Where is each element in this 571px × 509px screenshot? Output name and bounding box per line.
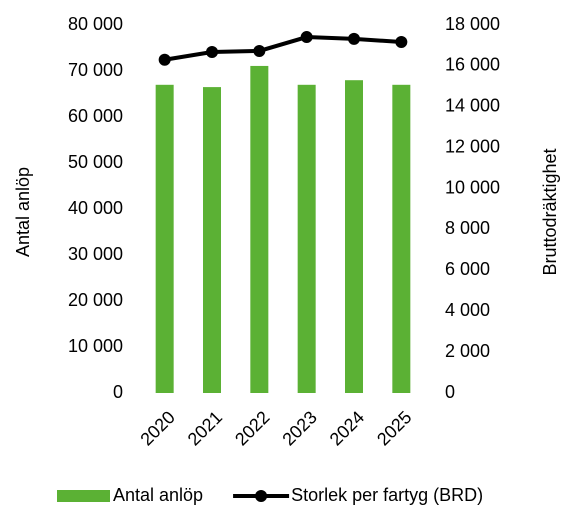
- line-marker: [395, 35, 408, 48]
- y-tick-label: 50 000: [68, 152, 123, 172]
- x-tick-label: 2024: [326, 407, 368, 449]
- y2-tick-label: 12 000: [445, 136, 500, 156]
- line-marker: [253, 44, 266, 57]
- y-tick-label: 80 000: [68, 14, 123, 34]
- x-tick-label: 2025: [373, 407, 415, 449]
- legend-label: Antal anlöp: [113, 485, 203, 505]
- y-tick-label: 30 000: [68, 244, 123, 264]
- x-tick-label: 2023: [278, 407, 320, 449]
- y-tick-label: 70 000: [68, 60, 123, 80]
- y-tick-label: 10 000: [68, 336, 123, 356]
- y2-axis-label: Bruttodräktighet: [540, 148, 560, 275]
- y-tick-label: 60 000: [68, 106, 123, 126]
- line-marker: [300, 31, 313, 44]
- bar: [297, 84, 316, 394]
- bar: [203, 87, 221, 393]
- y2-tick-label: 10 000: [445, 177, 500, 197]
- y-tick-label: 0: [113, 382, 123, 402]
- x-tick-label: 2021: [184, 407, 226, 449]
- y2-tick-label: 0: [445, 382, 455, 402]
- y2-tick-label: 18 000: [445, 14, 500, 34]
- x-tick-label: 2020: [136, 407, 178, 449]
- y2-tick-label: 14 000: [445, 96, 500, 116]
- bar: [155, 84, 174, 394]
- y2-tick-label: 2 000: [445, 341, 490, 361]
- y-tick-label: 40 000: [68, 198, 123, 218]
- line-marker: [158, 53, 171, 66]
- bar: [392, 84, 411, 394]
- y2-tick-label: 16 000: [445, 55, 500, 75]
- legend-swatch: [255, 490, 268, 502]
- line: [164, 35, 402, 62]
- y2-tick-label: 6 000: [445, 259, 490, 279]
- line-marker: [348, 32, 360, 45]
- legend-swatch: [57, 490, 110, 502]
- y-axis-label: Antal anlöp: [13, 167, 33, 257]
- y2-tick-label: 8 000: [445, 218, 490, 238]
- legend-label: Storlek per fartyg (BRD): [291, 485, 483, 505]
- line-marker: [206, 45, 218, 58]
- bar: [345, 80, 363, 393]
- x-tick-label: 2022: [231, 407, 273, 449]
- y2-tick-label: 4 000: [445, 300, 490, 320]
- bar: [250, 65, 269, 393]
- y-tick-label: 20 000: [68, 290, 123, 310]
